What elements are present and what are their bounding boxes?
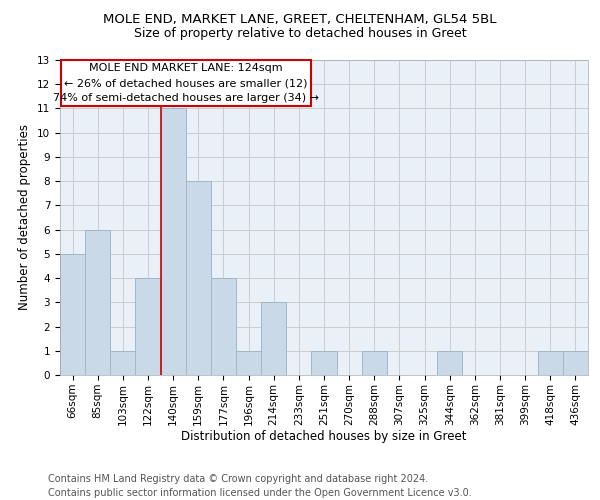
FancyBboxPatch shape xyxy=(61,60,311,106)
Bar xyxy=(261,302,286,375)
Bar xyxy=(563,351,588,375)
Bar xyxy=(186,181,211,375)
Text: MOLE END, MARKET LANE, GREET, CHELTENHAM, GL54 5BL: MOLE END, MARKET LANE, GREET, CHELTENHAM… xyxy=(103,12,497,26)
Bar xyxy=(60,254,85,375)
Bar xyxy=(538,351,563,375)
Text: Size of property relative to detached houses in Greet: Size of property relative to detached ho… xyxy=(134,28,466,40)
Text: MOLE END MARKET LANE: 124sqm
← 26% of detached houses are smaller (12)
74% of se: MOLE END MARKET LANE: 124sqm ← 26% of de… xyxy=(53,63,319,103)
Y-axis label: Number of detached properties: Number of detached properties xyxy=(19,124,31,310)
Bar xyxy=(136,278,161,375)
Text: Contains HM Land Registry data © Crown copyright and database right 2024.
Contai: Contains HM Land Registry data © Crown c… xyxy=(48,474,472,498)
Bar xyxy=(362,351,387,375)
Bar xyxy=(161,108,186,375)
Bar xyxy=(311,351,337,375)
Bar xyxy=(85,230,110,375)
Bar xyxy=(236,351,261,375)
Bar xyxy=(110,351,136,375)
Bar xyxy=(437,351,462,375)
Bar xyxy=(211,278,236,375)
X-axis label: Distribution of detached houses by size in Greet: Distribution of detached houses by size … xyxy=(181,430,467,444)
